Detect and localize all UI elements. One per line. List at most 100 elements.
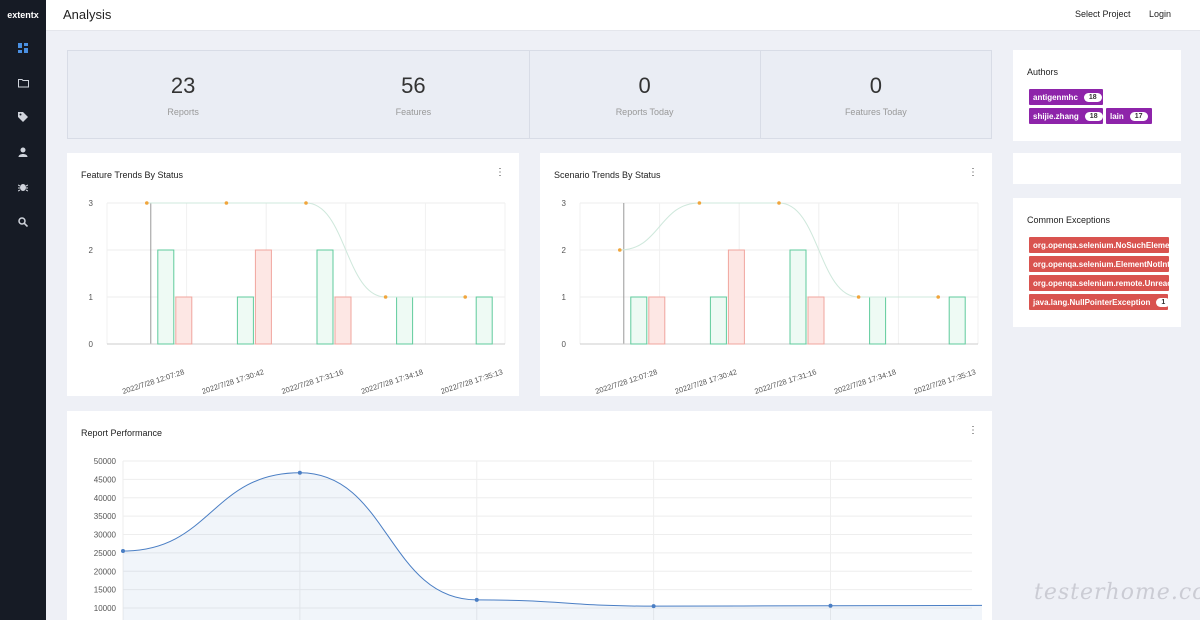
exception-name: org.openqa.selenium.NoSuchElementExcepti… [1033, 240, 1169, 250]
sidebar-item-users[interactable] [15, 144, 31, 160]
bar-fail [807, 296, 825, 345]
author-name: lain [1110, 111, 1124, 121]
x-tick-label: 2022/7/28 17:35:13 [440, 367, 504, 396]
x-tick-label: 2022/7/28 17:30:42 [674, 367, 738, 396]
y-tick-label: 3 [562, 199, 567, 208]
performance-point [121, 549, 125, 554]
bar-fail [727, 249, 745, 345]
folder-icon [17, 79, 29, 88]
y-tick-label: 40000 [94, 494, 117, 503]
stat-value: 56 [401, 73, 426, 98]
stat-features-today: 0 Features Today [761, 51, 991, 138]
performance-point [297, 470, 302, 475]
feature-trends-card: Feature Trends By Status ⋮ 0 1 2 3 2022/7/28… [67, 153, 519, 396]
bug-icon [18, 184, 28, 192]
report-performance-card: Report Performance ⋮ 10000 15000 20000 2500… [67, 411, 992, 620]
author-badge[interactable]: antigenmhc 18 [1029, 89, 1103, 105]
login-link[interactable]: Login [1149, 9, 1172, 19]
trend-point [383, 295, 388, 299]
exception-badge[interactable]: org.openqa.selenium.NoSuchElementExcepti… [1029, 237, 1169, 253]
x-tick-label: 2022/7/28 17:30:42 [201, 367, 265, 396]
y-tick-label: 35000 [94, 512, 117, 521]
select-project-link[interactable]: Select Project [1075, 9, 1131, 19]
x-tick-label: 2022/7/28 17:31:16 [753, 367, 817, 396]
bar-pass [869, 296, 887, 345]
more-menu-icon[interactable]: ⋮ [968, 167, 978, 178]
y-tick-label: 20000 [94, 567, 117, 576]
user-icon [18, 147, 28, 157]
authors-card: Authors antigenmhc 18 shijie.zhang 18 la… [1013, 50, 1181, 141]
stat-reports: 23 Reports [68, 51, 298, 138]
card-title: Common Exceptions [1027, 215, 1111, 225]
x-tick-label: 2022/7/28 17:35:13 [913, 367, 977, 396]
bar-fail [254, 249, 272, 345]
trend-point [777, 201, 781, 205]
search-icon [18, 217, 28, 227]
author-count: 18 [1083, 92, 1102, 102]
bar-pass [236, 296, 254, 345]
bar-pass [157, 249, 175, 345]
stat-label: Features Today [844, 107, 907, 117]
bar-pass [475, 296, 493, 345]
feature-trends-chart: 0 1 2 3 2022/7/28 12:07:28 2022/7/28 17:30:42… [89, 199, 506, 396]
sidebar-item-dashboard[interactable] [15, 40, 31, 56]
exception-name: java.lang.NullPointerException [1033, 297, 1151, 307]
dashboard-icon [18, 43, 28, 53]
stat-group-totals: 23 Reports 56 Features [68, 51, 530, 138]
stat-value: 0 [869, 73, 882, 98]
performance-point [651, 604, 656, 609]
author-name: shijie.zhang [1033, 111, 1079, 121]
sidebar-item-exceptions[interactable] [15, 179, 31, 195]
y-tick-label: 15000 [94, 586, 117, 595]
exception-count: 1 [1156, 297, 1168, 307]
performance-point [828, 603, 833, 608]
y-tick-label: 45000 [94, 475, 117, 484]
card-title: Report Performance [81, 428, 163, 438]
exception-badge[interactable]: org.openqa.selenium.remote.UnreachableBr… [1029, 275, 1169, 291]
y-tick-label: 1 [562, 293, 567, 302]
y-tick-label: 3 [89, 199, 94, 208]
scenario-trends-chart: 0 1 2 3 2022/7/28 12:07:28 2022/7/28 17:30:42… [562, 199, 979, 396]
stat-label: Reports [167, 107, 199, 117]
bar-fail [175, 296, 193, 345]
exception-badge[interactable]: org.openqa.selenium.ElementNotInteractab… [1029, 256, 1169, 272]
stat-value: 0 [638, 73, 651, 98]
card-title: Scenario Trends By Status [554, 170, 661, 180]
x-tick-label: 2022/7/28 17:31:16 [280, 367, 344, 396]
page-title: Analysis [63, 7, 112, 22]
watermark: testerhome.com [1034, 580, 1200, 605]
trend-point [224, 201, 229, 205]
stats-panel: 23 Reports 56 Features 0 Reports Today 0… [67, 50, 992, 139]
exception-name: org.openqa.selenium.remote.UnreachableBr… [1033, 278, 1169, 288]
trend-point [618, 248, 622, 252]
exception-badge[interactable]: java.lang.NullPointerException 1 [1029, 294, 1168, 310]
author-badge[interactable]: shijie.zhang 18 [1029, 108, 1103, 124]
sidebar-item-tags[interactable] [15, 109, 31, 125]
sidebar-item-search[interactable] [15, 214, 31, 230]
stat-features: 56 Features [298, 51, 528, 138]
sidebar-item-projects[interactable] [15, 75, 31, 91]
author-badge[interactable]: lain 17 [1106, 108, 1152, 124]
top-bar: Analysis Select Project Login [46, 0, 1200, 31]
stat-label: Features [395, 107, 432, 117]
y-tick-label: 1 [89, 293, 94, 302]
card-title: Authors [1027, 67, 1059, 77]
more-menu-icon[interactable]: ⋮ [968, 425, 978, 436]
trend-point [463, 295, 468, 299]
x-tick-label: 2022/7/28 17:34:18 [833, 367, 897, 396]
more-menu-icon[interactable]: ⋮ [495, 167, 505, 178]
bar-pass [789, 249, 807, 345]
y-tick-label: 10000 [94, 604, 117, 613]
trend-point [697, 201, 702, 205]
y-tick-label: 2 [562, 246, 567, 255]
bar-fail [648, 296, 666, 345]
card-title: Feature Trends By Status [81, 170, 184, 180]
bar-pass [316, 249, 334, 345]
y-tick-label: 30000 [94, 531, 117, 540]
bar-pass [948, 296, 966, 345]
author-count: 17 [1129, 111, 1148, 121]
bar-pass [630, 296, 648, 345]
y-tick-label: 50000 [94, 457, 117, 466]
scenario-trends-card: Scenario Trends By Status ⋮ 0 1 2 3 2022/7/2… [540, 153, 992, 396]
brand-logo[interactable]: extentx [7, 10, 39, 20]
